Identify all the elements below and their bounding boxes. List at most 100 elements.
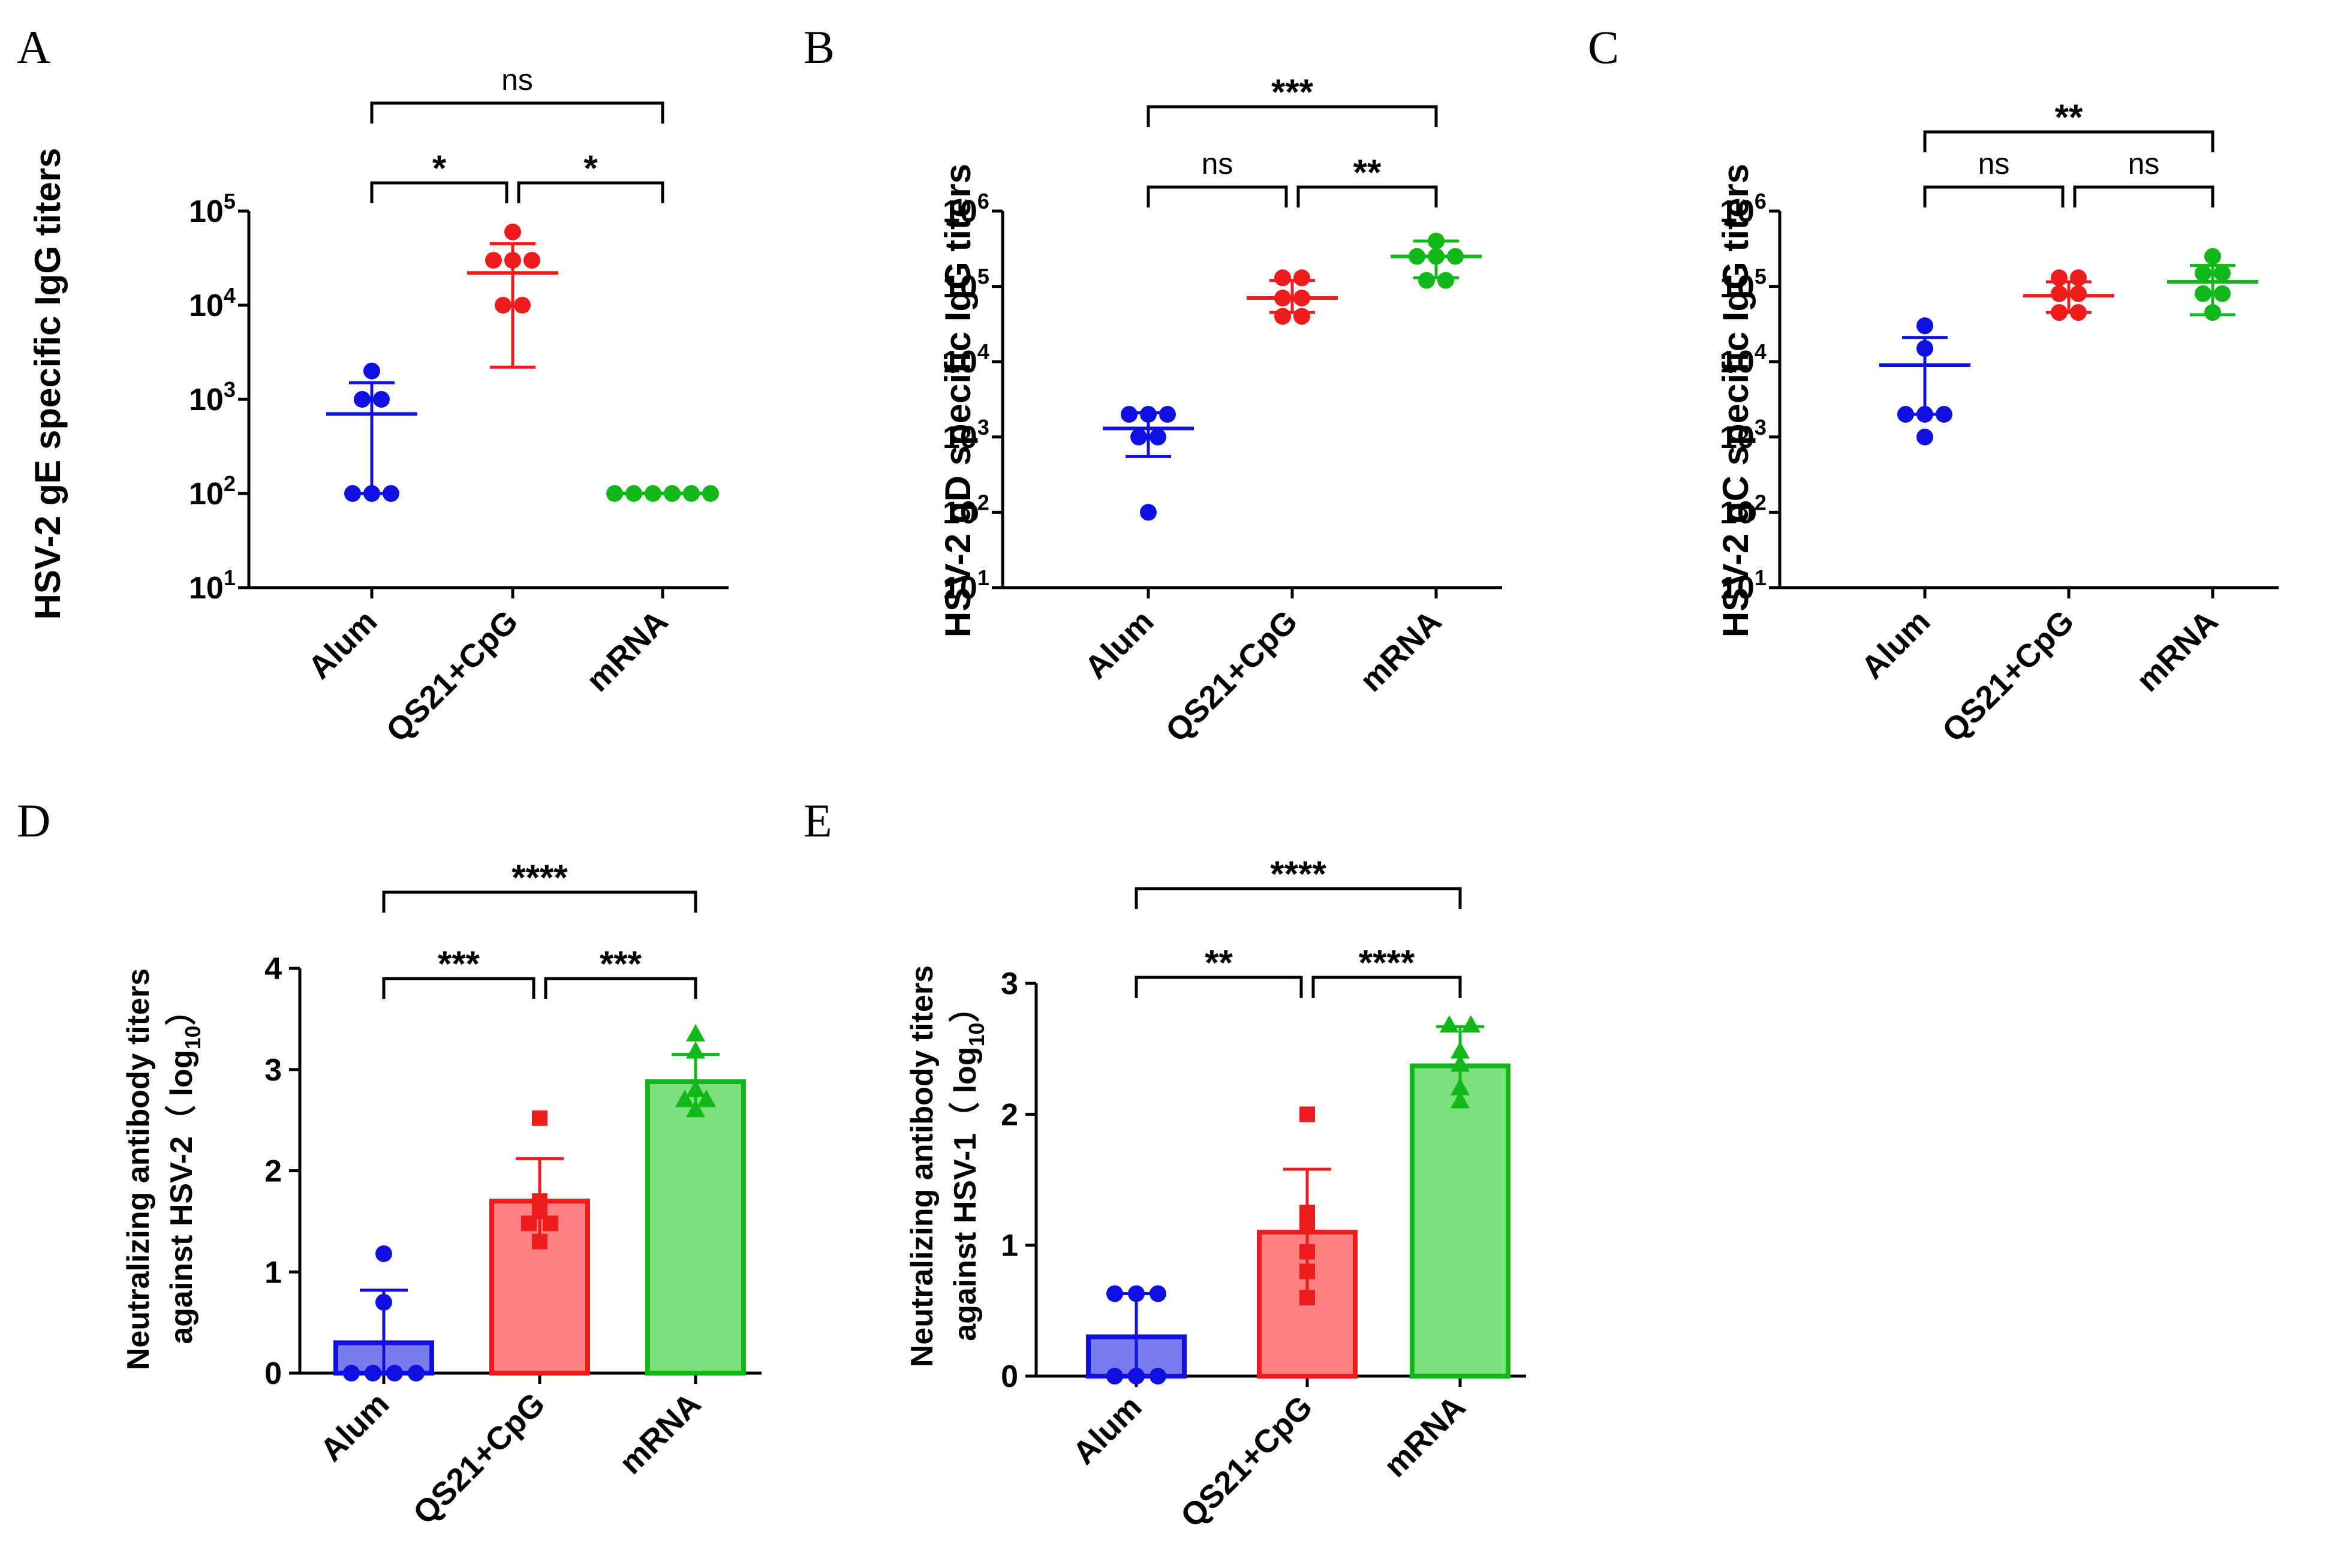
data-point xyxy=(532,1233,547,1250)
significance-bracket: *** xyxy=(1147,72,1438,127)
significance-bracket: *** xyxy=(544,944,697,999)
data-point xyxy=(2051,304,2068,321)
bracket-line xyxy=(382,977,535,999)
y-tick-base: 10 xyxy=(1720,194,1755,229)
data-point xyxy=(2195,285,2211,302)
y-tick-label: 105 xyxy=(1720,264,1767,305)
data-point xyxy=(1274,269,1291,287)
series-qs21cpg xyxy=(2023,269,2114,321)
significance-bracket: ns xyxy=(2073,147,2214,207)
series-qs21cpg xyxy=(1247,269,1338,325)
y-tick-base: 10 xyxy=(943,194,977,229)
data-point xyxy=(523,252,540,269)
y-tick-label: 0 xyxy=(1001,1359,1018,1394)
series-mrna xyxy=(606,485,719,502)
data-point xyxy=(1916,405,1933,423)
significance-label: ** xyxy=(2055,97,2083,137)
data-point xyxy=(1451,1078,1470,1096)
significance-label: **** xyxy=(1270,854,1326,894)
data-point xyxy=(1461,1015,1481,1033)
y-axis-title: HSV-2 gC specific IgG titers xyxy=(1716,164,1756,637)
y-tick-exponent: 5 xyxy=(977,264,989,289)
y-tick-base: 10 xyxy=(943,420,977,455)
x-category-label: QS21+CpG xyxy=(407,1386,552,1531)
data-point xyxy=(1447,248,1464,265)
series-mrna xyxy=(1391,232,1482,289)
y-tick-label: 102 xyxy=(943,490,989,530)
data-point xyxy=(543,1215,558,1232)
x-category-label: mRNA xyxy=(612,1386,708,1481)
y-axis-title-subscript: 10 xyxy=(180,1025,205,1049)
y-axis-title-text: against HSV-1（ log xyxy=(948,1046,983,1341)
bracket-line xyxy=(544,977,697,999)
bracket-line xyxy=(370,181,508,203)
y-tick-exponent: 2 xyxy=(224,471,236,496)
data-point xyxy=(1440,1015,1459,1033)
y-axis-title: HSV-2 gE specific IgG titers xyxy=(28,148,68,620)
bracket-line xyxy=(2073,185,2214,207)
x-category-label: QS21+CpG xyxy=(380,603,525,749)
data-point xyxy=(344,485,361,502)
data-point xyxy=(2214,264,2231,282)
y-tick-label: 103 xyxy=(189,377,236,417)
y-tick-label: 3 xyxy=(1001,967,1018,1001)
data-point xyxy=(2204,248,2221,265)
y-tick-base: 10 xyxy=(189,383,224,417)
y-tick-exponent: 5 xyxy=(224,189,236,213)
y-tick-base: 10 xyxy=(1720,420,1755,455)
data-point xyxy=(1121,405,1138,423)
data-point xyxy=(1128,1368,1145,1385)
y-tick-label: 0 xyxy=(264,1356,282,1391)
significance-bracket: **** xyxy=(1311,943,1462,998)
bracket-line xyxy=(1311,976,1462,998)
y-tick-label: 103 xyxy=(943,415,989,455)
panel-label: D xyxy=(17,794,50,847)
bracket-line xyxy=(1296,185,1438,207)
data-point xyxy=(1451,1091,1470,1109)
data-point xyxy=(343,1365,360,1382)
significance-bracket: **** xyxy=(1135,854,1462,909)
data-point xyxy=(1451,1054,1470,1072)
y-tick-exponent: 4 xyxy=(1755,339,1767,364)
data-point xyxy=(1293,308,1310,325)
significance-bracket: ** xyxy=(1135,943,1303,998)
data-point xyxy=(363,362,380,380)
data-point xyxy=(2070,269,2087,287)
data-point xyxy=(354,391,371,408)
y-tick-label: 104 xyxy=(943,339,989,380)
data-point xyxy=(675,1090,694,1107)
y-tick-base: 10 xyxy=(943,495,977,530)
bracket-line xyxy=(382,890,697,913)
data-point xyxy=(1106,1368,1123,1385)
series-alum xyxy=(1086,1285,1187,1385)
panel-label: C xyxy=(1588,21,1619,73)
bar xyxy=(645,1079,746,1376)
bracket-line xyxy=(1135,976,1303,998)
data-point xyxy=(1299,1263,1315,1280)
y-tick-base: 10 xyxy=(1720,270,1755,305)
y-tick-exponent: 4 xyxy=(224,283,236,308)
y-tick-label: 102 xyxy=(1720,490,1767,530)
data-point xyxy=(1299,1244,1315,1260)
y-axis-title-close: ） xyxy=(948,991,983,1022)
data-point xyxy=(1150,1285,1166,1302)
data-point xyxy=(1128,1285,1145,1302)
panel-label: B xyxy=(804,21,835,73)
significance-bracket: **** xyxy=(382,857,697,913)
data-point xyxy=(2051,269,2068,287)
x-category-label: mRNA xyxy=(1353,603,1448,699)
y-tick-exponent: 1 xyxy=(224,565,236,590)
panel-label: E xyxy=(804,794,832,847)
significance-bracket: ns xyxy=(1147,147,1288,207)
y-tick-base: 10 xyxy=(189,477,224,511)
y-axis-title-line2: against HSV-2（ log10） xyxy=(164,994,205,1344)
y-tick-base: 10 xyxy=(943,270,977,305)
data-point xyxy=(375,1245,392,1262)
data-point xyxy=(365,1365,381,1382)
y-tick-label: 2 xyxy=(264,1154,282,1189)
data-point xyxy=(2195,264,2211,282)
bar xyxy=(489,1199,590,1376)
